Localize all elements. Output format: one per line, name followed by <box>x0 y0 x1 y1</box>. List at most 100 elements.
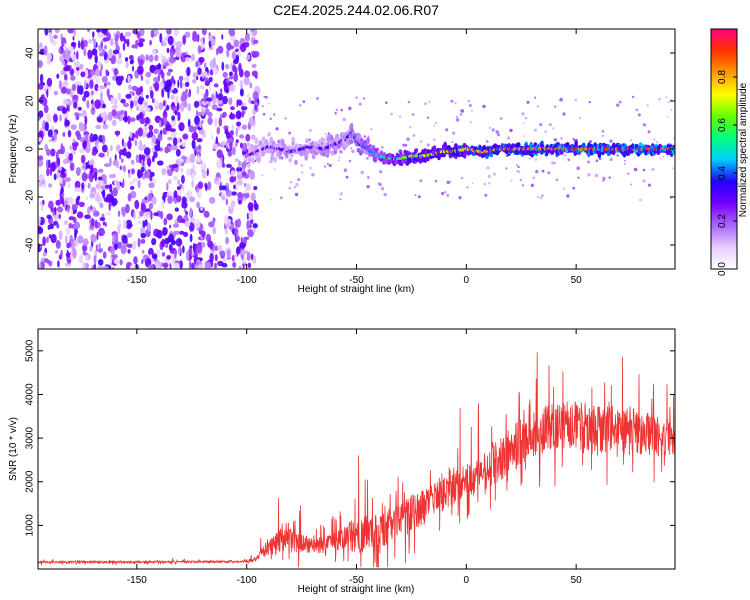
noise-speck <box>402 143 406 147</box>
noise-speck <box>635 108 639 112</box>
noise-speck <box>48 200 54 209</box>
noise-speck <box>72 224 79 230</box>
noise-speck <box>616 154 619 157</box>
noise-speck <box>95 124 102 130</box>
ridge-point <box>339 149 343 154</box>
noise-speck <box>47 260 52 265</box>
noise-speck <box>220 88 223 94</box>
noise-speck <box>174 109 178 116</box>
noise-speck <box>154 144 161 152</box>
noise-speck <box>150 129 153 139</box>
noise-speck <box>201 71 205 79</box>
noise-speck <box>334 111 337 115</box>
noise-speck <box>191 172 195 181</box>
x-tick-label: 50 <box>571 575 583 586</box>
noise-speck <box>144 156 147 162</box>
noise-speck <box>487 174 492 178</box>
noise-speck <box>58 80 63 90</box>
noise-speck <box>103 51 108 61</box>
noise-speck <box>551 161 555 165</box>
noise-speck <box>46 88 49 98</box>
noise-speck <box>193 100 200 108</box>
noise-speck <box>94 172 98 182</box>
noise-speck <box>175 49 182 58</box>
noise-speck <box>243 102 247 108</box>
noise-speck <box>275 127 279 131</box>
noise-speck <box>93 255 97 264</box>
noise-speck <box>235 253 238 258</box>
noise-speck <box>521 112 525 116</box>
noise-speck <box>125 93 132 99</box>
noise-speck <box>572 186 576 190</box>
noise-speck <box>138 144 145 151</box>
noise-speck <box>70 208 74 216</box>
noise-speck <box>226 170 230 175</box>
noise-speck <box>88 39 92 44</box>
noise-speck <box>94 195 101 202</box>
colorbar-tick-label: 0.0 <box>717 262 728 276</box>
noise-speck <box>88 159 95 166</box>
noise-speck <box>124 57 129 62</box>
noise-speck <box>221 162 225 168</box>
noise-speck <box>71 150 77 156</box>
noise-speck <box>196 121 200 125</box>
noise-speck <box>92 106 95 111</box>
noise-speck <box>177 79 180 89</box>
noise-speck <box>94 211 100 217</box>
noise-speck <box>134 199 140 210</box>
noise-speck <box>609 158 613 161</box>
noise-speck <box>94 54 98 64</box>
noise-speck <box>168 56 176 64</box>
ridge-point <box>288 157 293 163</box>
noise-speck <box>362 97 366 100</box>
noise-speck <box>142 249 145 254</box>
noise-speck <box>185 211 188 216</box>
x-tick-label: 0 <box>464 575 470 586</box>
noise-speck <box>74 187 81 193</box>
noise-speck <box>115 144 121 152</box>
noise-speck <box>95 76 100 84</box>
noise-speck <box>248 97 252 104</box>
noise-speck <box>156 229 163 239</box>
noise-speck <box>524 117 527 119</box>
noise-speck <box>100 29 108 34</box>
noise-speck <box>191 250 194 256</box>
noise-speck <box>129 55 134 60</box>
noise-speck <box>221 262 228 268</box>
noise-speck <box>102 124 109 130</box>
noise-speck <box>195 60 199 68</box>
noise-speck <box>164 146 169 154</box>
noise-speck <box>129 181 134 185</box>
noise-speck <box>540 194 545 198</box>
noise-speck <box>204 62 207 69</box>
noise-speck <box>246 251 251 259</box>
noise-speck <box>242 263 245 269</box>
noise-speck <box>216 126 221 135</box>
noise-speck <box>139 29 145 37</box>
noise-speck <box>630 183 633 186</box>
noise-speck <box>47 129 53 138</box>
noise-speck <box>293 186 296 189</box>
noise-speck <box>145 78 150 85</box>
noise-speck <box>94 219 98 229</box>
noise-speck <box>573 139 575 141</box>
colorbar-gradient <box>710 28 738 270</box>
noise-speck <box>116 181 121 191</box>
noise-speck <box>180 218 186 224</box>
noise-speck <box>267 102 270 105</box>
noise-speck <box>261 174 264 177</box>
noise-speck <box>223 111 227 118</box>
noise-speck <box>173 137 178 146</box>
y-tick-label: -40 <box>25 237 36 252</box>
noise-speck <box>450 99 454 103</box>
x-tick-label: 0 <box>464 275 470 286</box>
noise-speck <box>105 69 108 77</box>
ridge-point <box>273 156 277 163</box>
noise-speck <box>70 41 77 48</box>
noise-speck <box>637 113 641 117</box>
noise-speck <box>177 179 180 185</box>
noise-speck <box>206 97 213 102</box>
noise-speck <box>38 226 44 235</box>
noise-speck <box>201 29 207 36</box>
